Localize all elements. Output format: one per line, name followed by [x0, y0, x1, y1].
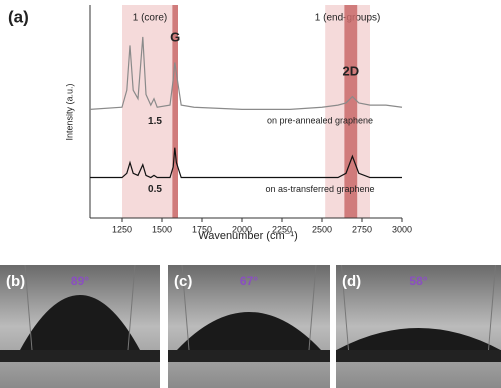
- series-label: on as-transferred graphene: [265, 184, 374, 194]
- x-tick-label: 1250: [112, 224, 132, 234]
- spectrum: [90, 147, 402, 179]
- substrate: [336, 350, 501, 362]
- x-tick-label: 2000: [232, 224, 252, 234]
- needle: [127, 264, 136, 351]
- needle: [308, 264, 317, 351]
- needle: [181, 264, 190, 351]
- x-axis-label: Wavenumber (cm⁻¹): [198, 230, 298, 242]
- needle: [341, 264, 349, 351]
- region: [344, 5, 358, 218]
- region: [122, 5, 178, 218]
- x-tick-label: 2250: [272, 224, 292, 234]
- contact-angle: 89°: [71, 274, 89, 288]
- droplet: [20, 295, 140, 350]
- region-label: 2D: [342, 63, 359, 78]
- photo-label: (d): [342, 273, 361, 290]
- contact-angle: 58°: [409, 274, 427, 288]
- photo-label: (c): [174, 273, 192, 290]
- region-label: G: [170, 29, 180, 44]
- droplet: [177, 312, 321, 350]
- substrate: [168, 350, 330, 362]
- photo: [336, 265, 501, 388]
- needle: [488, 264, 496, 351]
- series-label: on pre-annealed graphene: [267, 116, 373, 126]
- series-scale: 1.5: [148, 116, 162, 127]
- region-label: 1 (core): [133, 13, 167, 24]
- spectrum: [89, 36, 403, 110]
- photo-label: (b): [6, 273, 25, 290]
- substrate: [0, 350, 160, 362]
- panel-label: (a): [8, 7, 29, 26]
- region: [172, 5, 178, 218]
- x-tick-label: 3000: [392, 224, 412, 234]
- droplet: [336, 328, 501, 350]
- y-axis-label: Intensity (a.u.): [64, 83, 74, 140]
- x-tick-label: 1500: [152, 224, 172, 234]
- contact-angle: 67°: [240, 274, 258, 288]
- x-tick-label: 2750: [352, 224, 372, 234]
- series-scale: 0.5: [148, 184, 162, 195]
- x-tick-label: 1750: [192, 224, 212, 234]
- x-tick-label: 2500: [312, 224, 332, 234]
- needle: [24, 264, 33, 351]
